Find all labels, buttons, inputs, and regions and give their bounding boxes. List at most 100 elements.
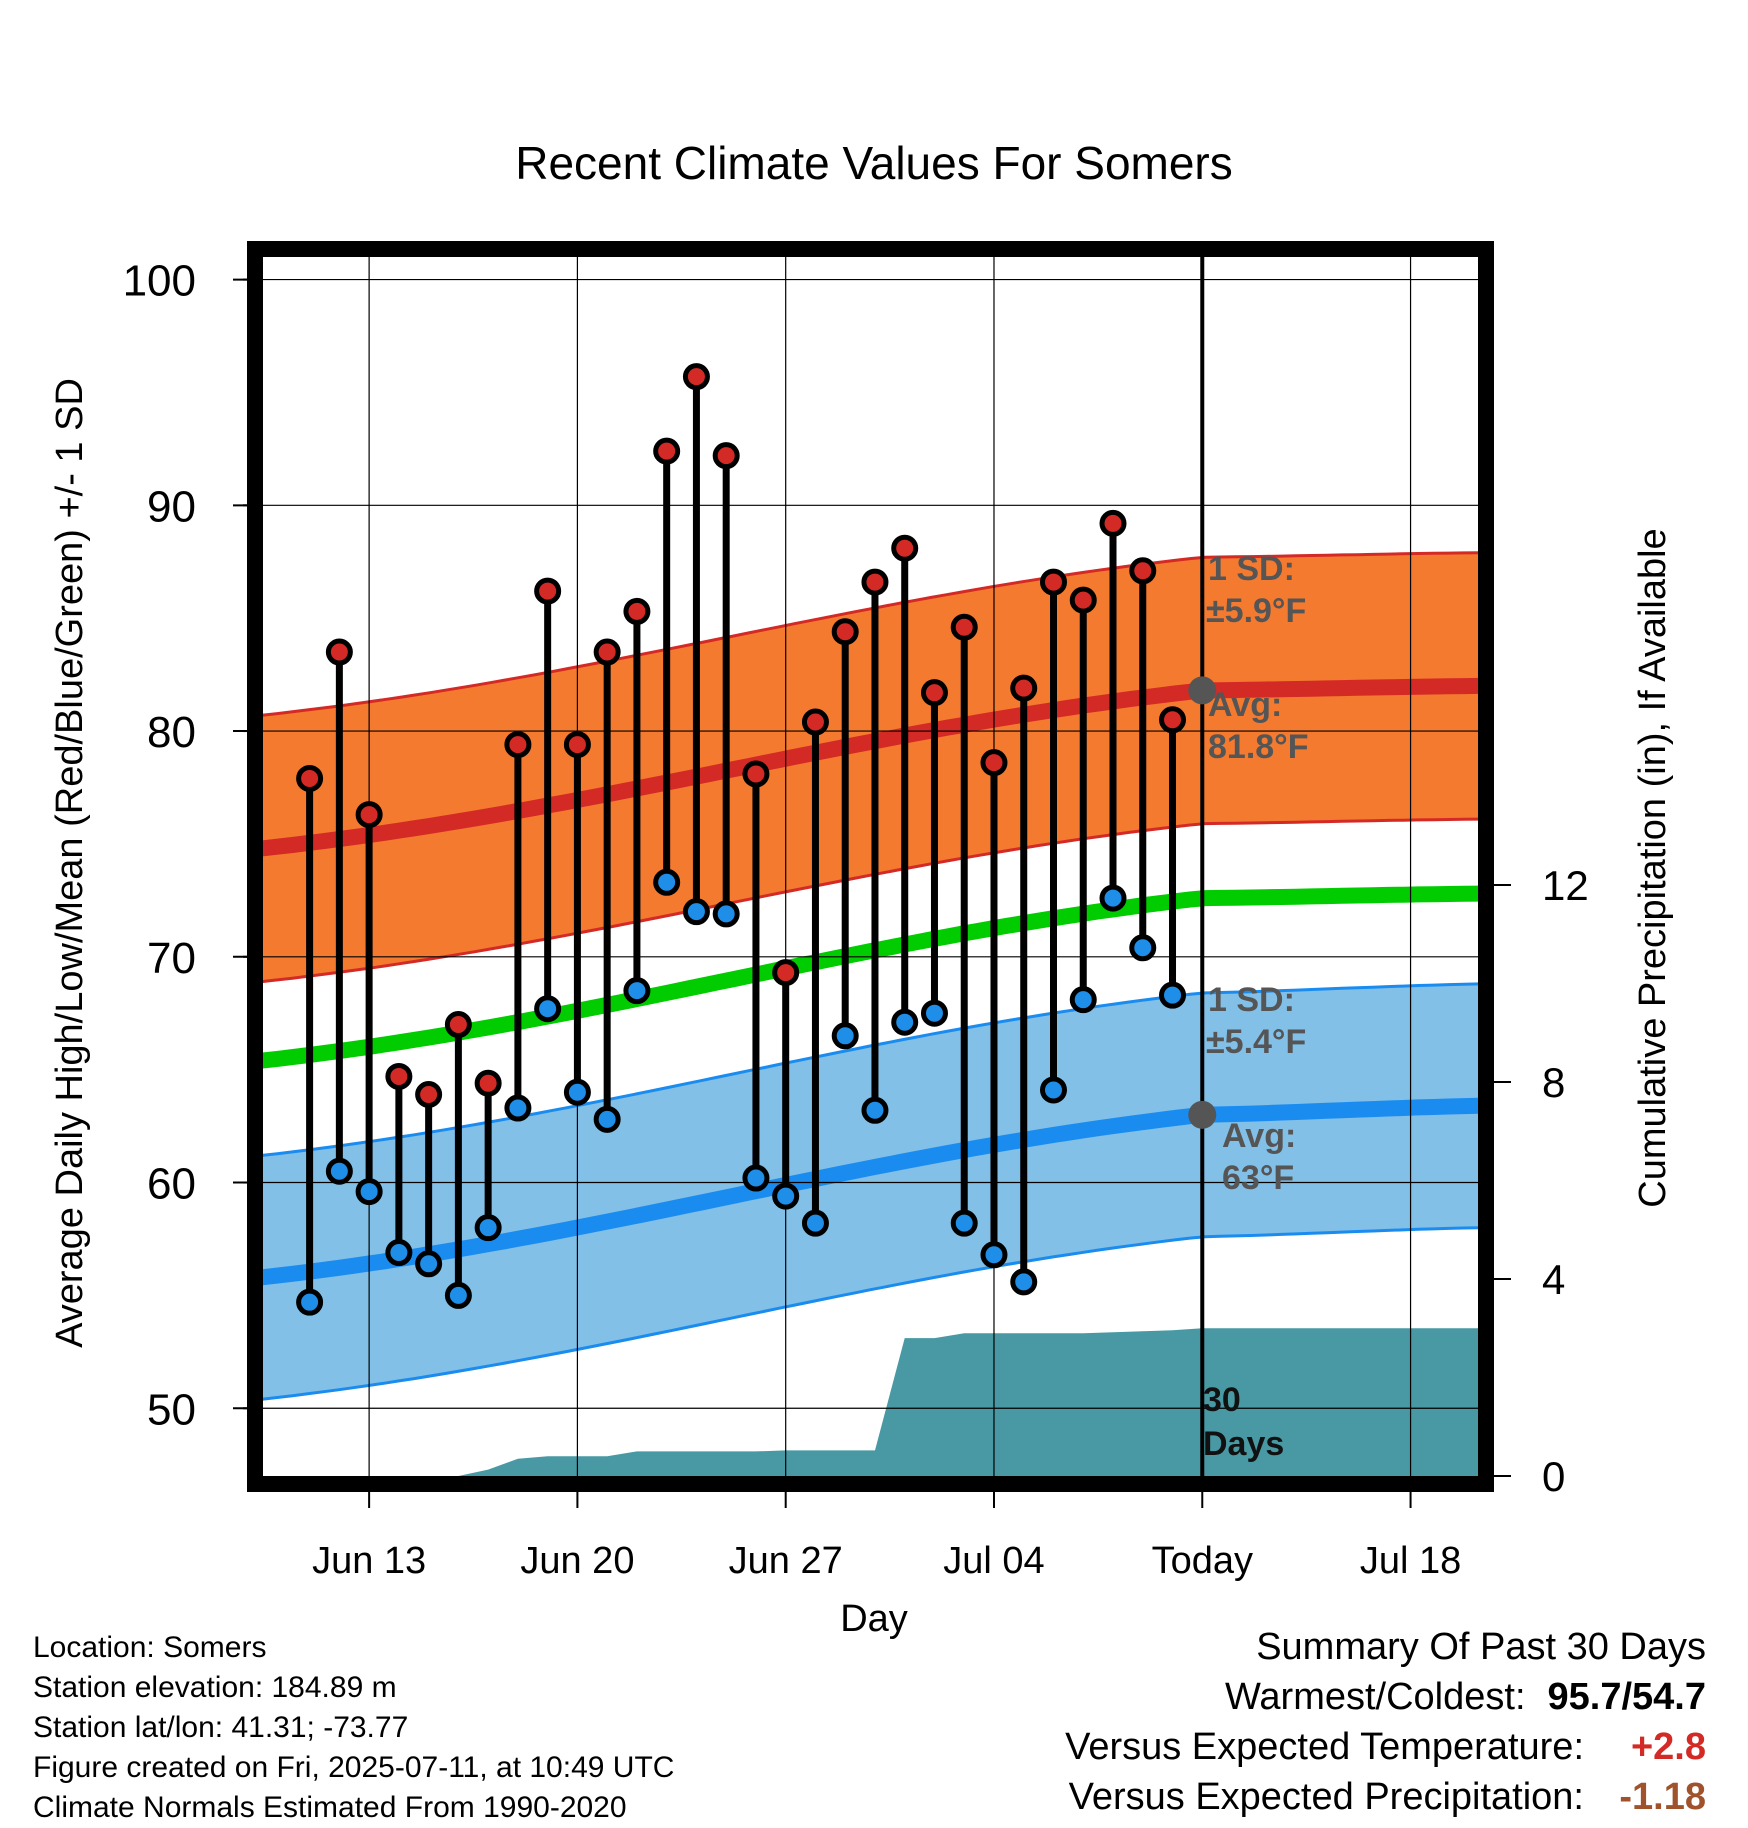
y-tick-label: 70 [147,934,196,983]
low-point [504,1094,532,1122]
high-point [385,1062,413,1090]
days-count-number: 30 [1203,1381,1241,1419]
x-axis-label: Day [840,1598,908,1640]
high-sd-value: ±5.9°F [1206,592,1306,630]
y-tick-label: 80 [147,708,196,757]
days-count-word: Days [1203,1425,1284,1463]
normals-text: Climate Normals Estimated From 1990-2020 [33,1791,627,1824]
high-point [415,1080,443,1108]
high-avg-label: Avg: [1208,686,1282,724]
x-tick-label: Jul 04 [943,1540,1044,1582]
low-sd-lower-line [261,1226,1480,1401]
low-point [296,1288,324,1316]
high-point [474,1069,502,1097]
high-point [1129,557,1157,585]
low-sd-band [262,983,1479,1400]
normal-low-line [261,1097,1480,1286]
low-point [772,1182,800,1210]
high-point [682,363,710,391]
high-point [534,577,562,605]
high-point [1099,509,1127,537]
high-point [1010,674,1038,702]
location-text: Location: Somers [33,1631,267,1664]
high-point [504,731,532,759]
low-point [950,1209,978,1237]
high-point [355,801,383,829]
temp-row: Versus Expected Temperature: +2.8 [1065,1722,1706,1772]
warmest-row: Warmest/Coldest: 95.7/54.7 [1065,1672,1706,1722]
high-point [1159,706,1187,734]
low-point [920,999,948,1027]
y-tick-label: 50 [147,1385,196,1434]
low-point [563,1078,591,1106]
high-point [325,638,353,666]
low-avg-value: 63°F [1222,1159,1294,1197]
temp-value: +2.8 [1630,1726,1706,1768]
low-point [593,1105,621,1133]
low-point [682,898,710,926]
high-point [801,708,829,736]
precip-row: Versus Expected Precipitation: -1.18 [1065,1772,1706,1822]
y2-tick-label: 4 [1542,1256,1565,1303]
low-point [1069,986,1097,1014]
summary-title: Summary Of Past 30 Days [1256,1626,1706,1668]
normal-low-dot [1188,1100,1217,1129]
plot-frame [247,241,1494,1492]
x-tick-label: Jul 18 [1360,1540,1461,1582]
low-sd-upper-line [261,982,1480,1157]
high-point [1069,586,1097,614]
plot-area: 1 SD: ±5.9°F Avg: 81.8°F 1 SD: ±5.4°F Avg: 63°F… [123,241,1589,1582]
low-point [1129,934,1157,962]
y2-axis-label: Cumulative Precipitation (in), If Availa… [1632,528,1674,1207]
low-point [1099,884,1127,912]
low-point [1010,1268,1038,1296]
x-tick-label: Jun 13 [312,1540,426,1582]
high-point [980,749,1008,777]
low-point [742,1164,770,1192]
y-tick-label: 90 [147,482,196,531]
chart-title: Recent Climate Values For Somers [515,137,1233,189]
low-point [415,1250,443,1278]
warmest-value: 95.7/54.7 [1547,1676,1706,1718]
low-point [1159,981,1187,1009]
precip-value: -1.18 [1619,1776,1706,1818]
low-point [653,868,681,896]
low-sd-label: 1 SD: [1208,981,1295,1019]
high-sd-upper-line [261,551,1480,717]
high-point [1039,568,1067,596]
precip-area [262,1328,1479,1476]
y-axis-label: Average Daily High/Low/Mean (Red/Blue/Gr… [49,378,91,1348]
high-sd-lower-line [261,817,1480,984]
created-text: Figure created on Fri, 2025-07-11, at 10… [33,1751,675,1784]
high-sd-band [262,552,1479,982]
low-point [534,995,562,1023]
low-point [831,1022,859,1050]
low-point [355,1178,383,1206]
low-point [712,900,740,928]
low-point [861,1096,889,1124]
high-point [950,613,978,641]
x-tick-label: Jun 27 [729,1540,843,1582]
high-point [712,442,740,470]
y2-tick-label: 12 [1542,862,1589,909]
latlon-text: Station lat/lon: 41.31; -73.77 [33,1711,409,1744]
low-point [444,1281,472,1309]
low-point [980,1241,1008,1269]
summary-panel: Summary Of Past 30 Days Warmest/Coldest:… [1065,1622,1706,1822]
high-point [861,568,889,596]
station-info: Location: Somers Station elevation: 184.… [33,1628,674,1828]
low-point [1039,1076,1067,1104]
low-avg-label: Avg: [1222,1117,1296,1155]
x-tick-label: Today [1152,1540,1253,1582]
low-point [385,1239,413,1267]
high-point [920,679,948,707]
high-point [444,1011,472,1039]
x-tick-label: Jun 20 [520,1540,634,1582]
temp-label: Versus Expected Temperature: [1065,1726,1584,1768]
high-avg-value: 81.8°F [1208,728,1309,766]
elevation-text: Station elevation: 184.89 m [33,1671,397,1704]
y-tick-label: 60 [147,1160,196,1209]
low-point [801,1209,829,1237]
y-tick-label: 100 [123,257,196,306]
